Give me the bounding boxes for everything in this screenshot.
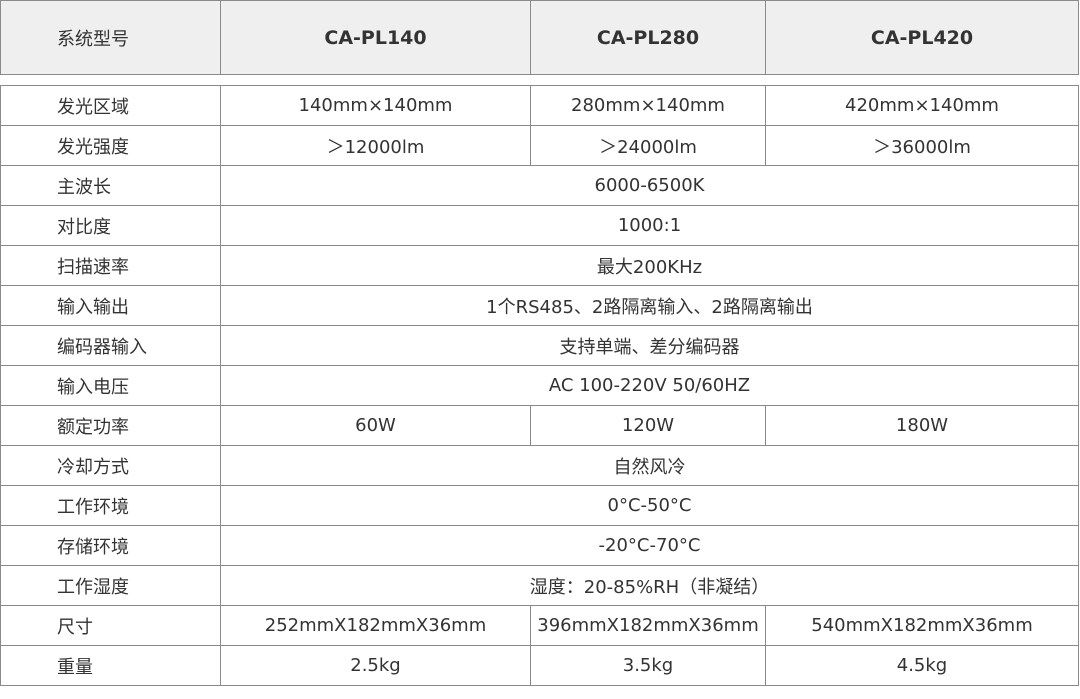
row-label: 输入输出	[0, 285, 221, 326]
table-row: 尺寸 252mmX182mmX36mm 396mmX182mmX36mm 540mmX…	[0, 605, 1079, 646]
row-label: 尺寸	[0, 605, 221, 646]
row-label: 对比度	[0, 205, 221, 246]
table-row: 对比度 1000:1	[0, 205, 1079, 246]
table-row: 编码器输入 支持单端、差分编码器	[0, 325, 1079, 366]
row-label: 发光区域	[0, 85, 221, 126]
table-row: 扫描速率 最大200KHz	[0, 245, 1079, 286]
row-label: 扫描速率	[0, 245, 221, 286]
spec-table-header: 系统型号 CA-PL140 CA-PL280 CA-PL420	[0, 0, 1079, 75]
header-label: 系统型号	[0, 0, 221, 75]
table-row: 发光强度 ＞12000lm ＞24000lm ＞36000lm	[0, 125, 1079, 166]
table-row: 输入输出 1个RS485、2路隔离输入、2路隔离输出	[0, 285, 1079, 326]
row-value: 3.5kg	[530, 645, 766, 686]
row-value: 120W	[530, 405, 766, 446]
row-value: 湿度：20-85%RH（非凝结）	[220, 565, 1079, 606]
row-label: 额定功率	[0, 405, 221, 446]
row-value: 0°C-50°C	[220, 485, 1079, 526]
row-value: 252mmX182mmX36mm	[220, 605, 531, 646]
row-value: 420mm×140mm	[765, 85, 1079, 126]
row-value: 最大200KHz	[220, 245, 1079, 286]
header-row: 系统型号 CA-PL140 CA-PL280 CA-PL420	[0, 0, 1079, 75]
table-row: 输入电压 AC 100-220V 50/60HZ	[0, 365, 1079, 406]
table-row: 额定功率 60W 120W 180W	[0, 405, 1079, 446]
row-label: 冷却方式	[0, 445, 221, 486]
row-label: 发光强度	[0, 125, 221, 166]
model-name: CA-PL140	[220, 0, 531, 75]
row-label: 编码器输入	[0, 325, 221, 366]
table-row: 重量 2.5kg 3.5kg 4.5kg	[0, 645, 1079, 686]
row-value: 540mmX182mmX36mm	[765, 605, 1079, 646]
row-label: 主波长	[0, 165, 221, 206]
row-label: 工作湿度	[0, 565, 221, 606]
row-value: ＞24000lm	[530, 125, 766, 166]
row-value: 140mm×140mm	[220, 85, 531, 126]
table-row: 工作环境 0°C-50°C	[0, 485, 1079, 526]
row-value: 1000:1	[220, 205, 1079, 246]
model-name: CA-PL420	[765, 0, 1079, 75]
row-value: 2.5kg	[220, 645, 531, 686]
model-name: CA-PL280	[530, 0, 766, 75]
table-row: 存储环境 -20°C-70°C	[0, 525, 1079, 566]
row-value: 396mmX182mmX36mm	[530, 605, 766, 646]
table-row: 冷却方式 自然风冷	[0, 445, 1079, 486]
row-value: 280mm×140mm	[530, 85, 766, 126]
row-label: 重量	[0, 645, 221, 686]
row-value: 6000-6500K	[220, 165, 1079, 206]
row-value: 180W	[765, 405, 1079, 446]
table-row: 主波长 6000-6500K	[0, 165, 1079, 206]
row-value: ＞36000lm	[765, 125, 1079, 166]
row-value: AC 100-220V 50/60HZ	[220, 365, 1079, 406]
row-value: -20°C-70°C	[220, 525, 1079, 566]
row-value: ＞12000lm	[220, 125, 531, 166]
row-value: 支持单端、差分编码器	[220, 325, 1079, 366]
row-value: 自然风冷	[220, 445, 1079, 486]
row-label: 输入电压	[0, 365, 221, 406]
row-value: 60W	[220, 405, 531, 446]
row-value: 1个RS485、2路隔离输入、2路隔离输出	[220, 285, 1079, 326]
table-row: 发光区域 140mm×140mm 280mm×140mm 420mm×140mm	[0, 85, 1079, 126]
row-label: 存储环境	[0, 525, 221, 566]
row-label: 工作环境	[0, 485, 221, 526]
table-row: 工作湿度 湿度：20-85%RH（非凝结）	[0, 565, 1079, 606]
row-value: 4.5kg	[765, 645, 1079, 686]
spec-table: 发光区域 140mm×140mm 280mm×140mm 420mm×140mm 发光强…	[0, 85, 1079, 686]
